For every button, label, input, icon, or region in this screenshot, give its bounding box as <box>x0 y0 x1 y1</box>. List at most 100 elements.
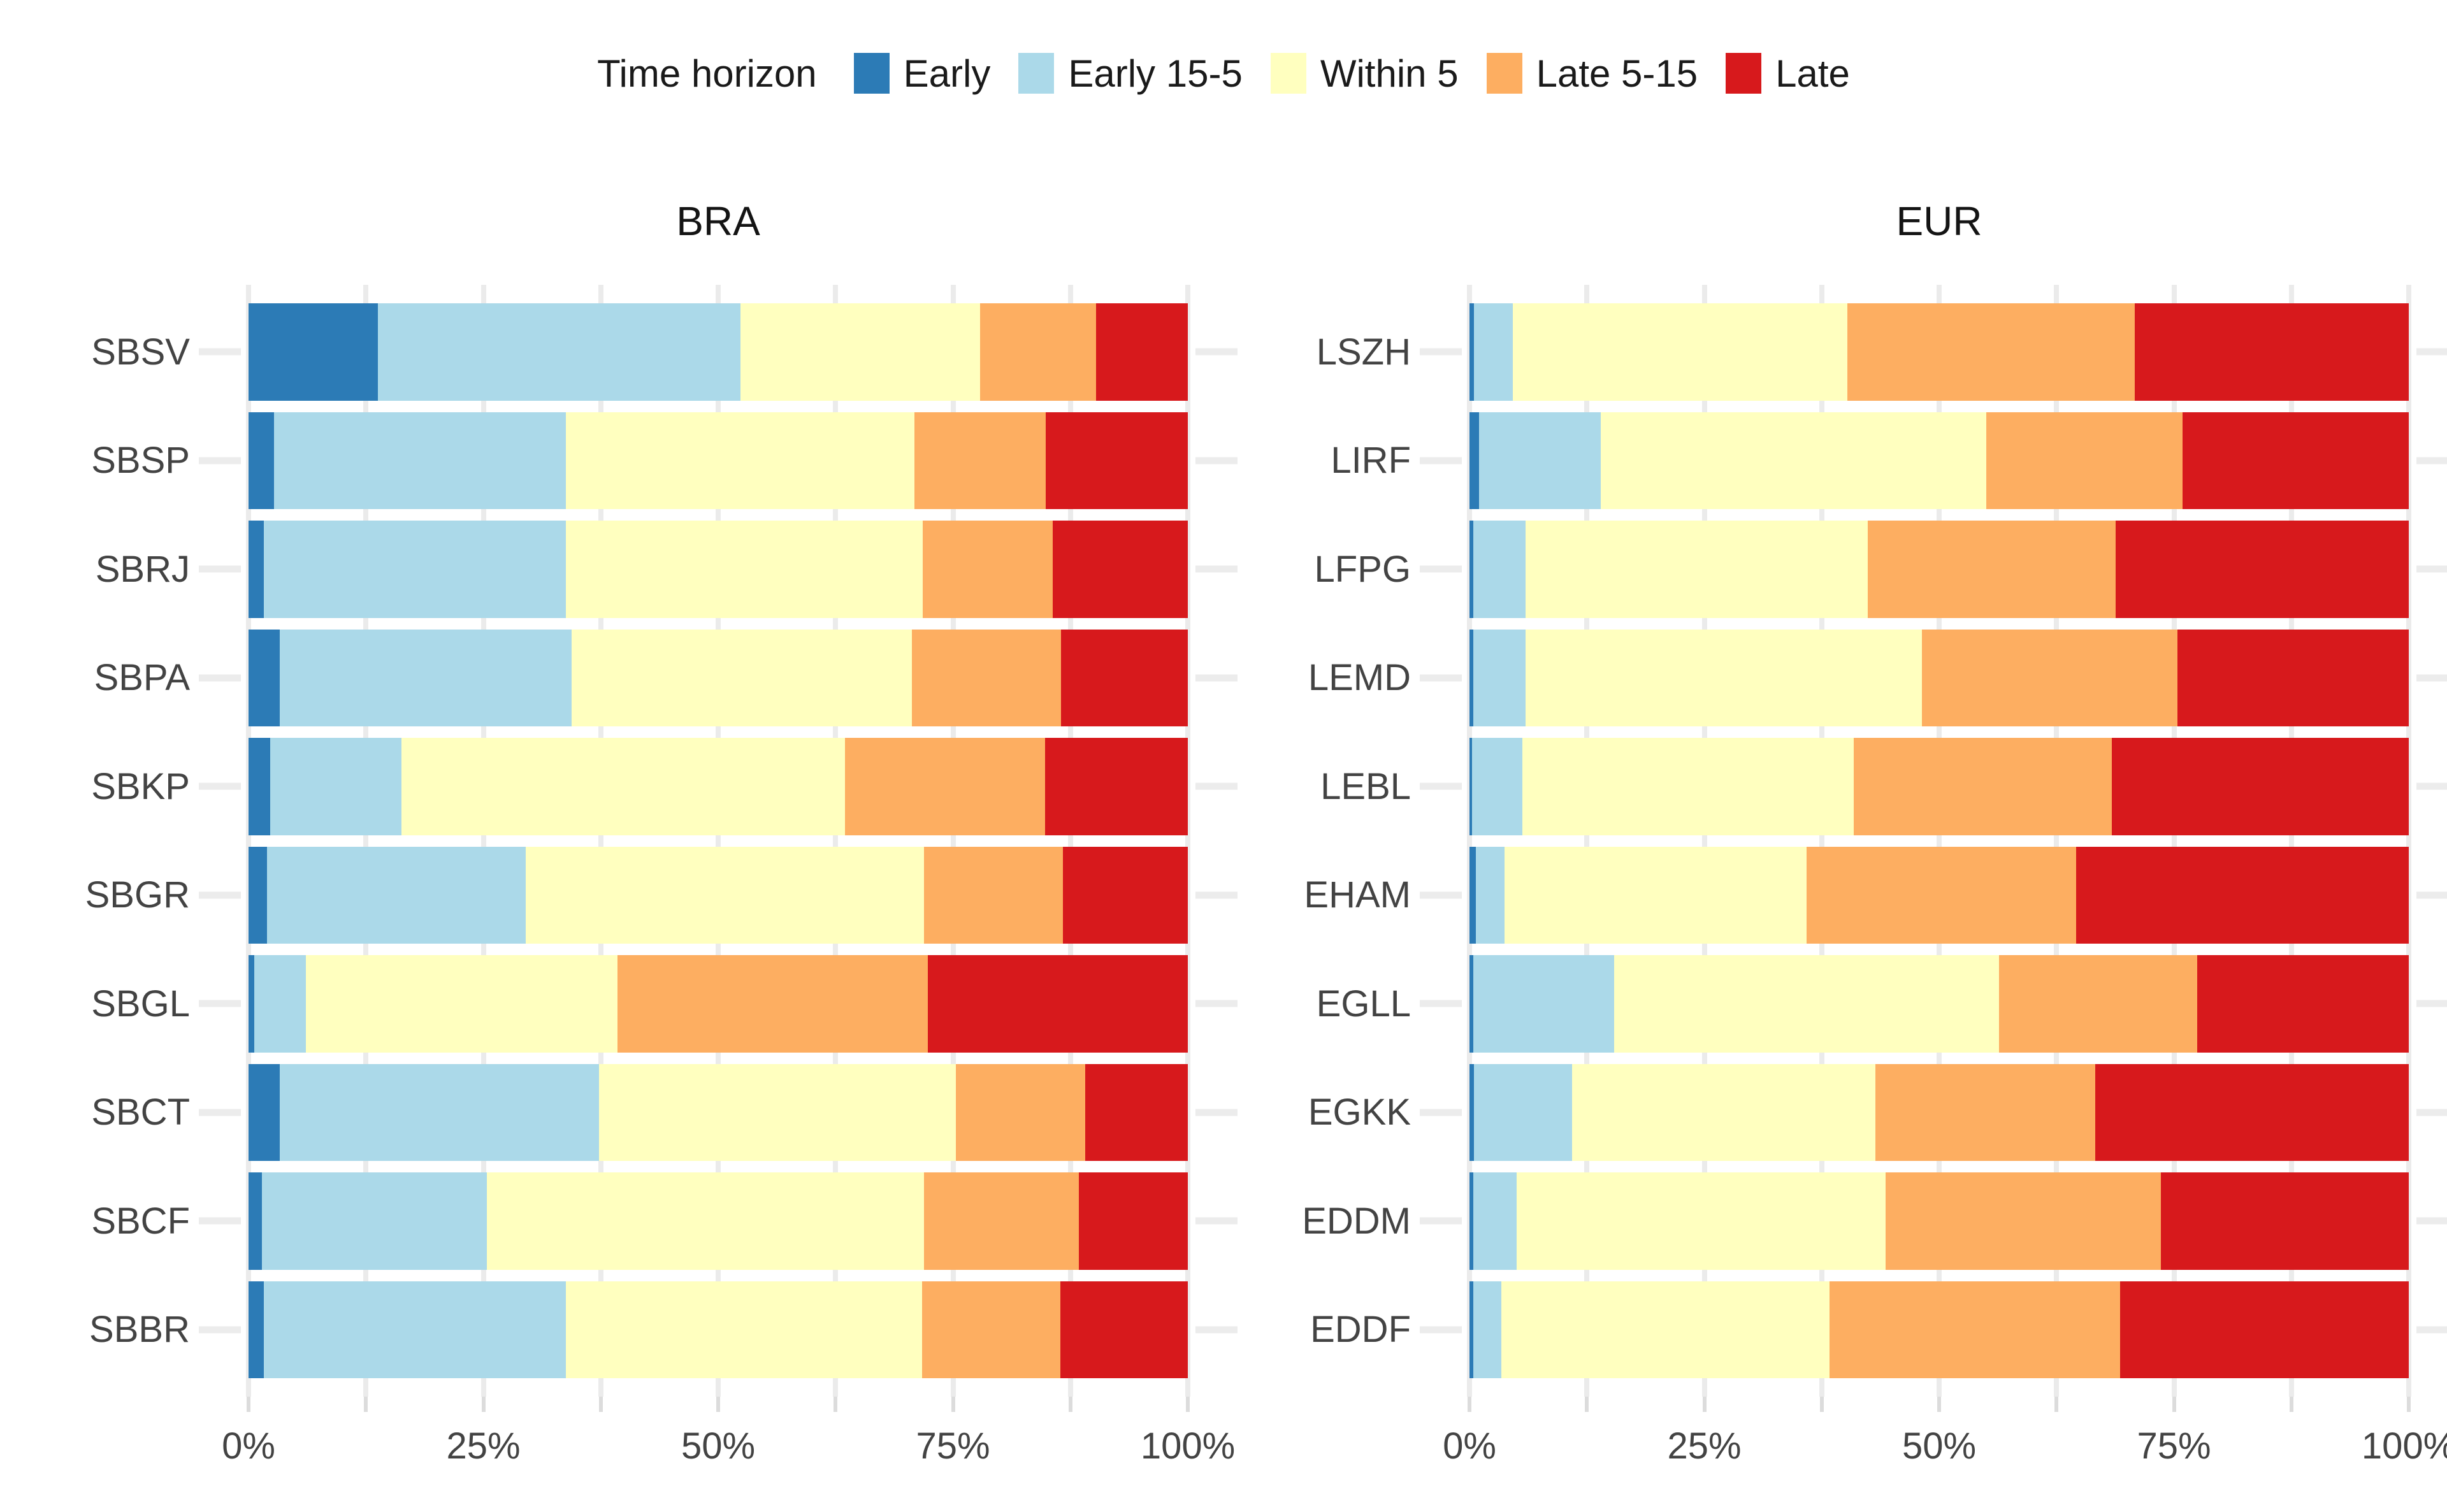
bar-segment-early-15-5 <box>378 303 741 401</box>
y-tick-right <box>2416 674 2447 682</box>
bar-segment-within-5 <box>1516 1172 1886 1270</box>
gridline <box>1819 285 1824 1397</box>
gridline <box>1067 285 1073 1397</box>
bar-segment-within-5 <box>598 1063 956 1161</box>
bar-row-egkk <box>1420 1058 2447 1167</box>
bar-segment-early-15-5 <box>1473 955 1614 1053</box>
bar-segment-late-5-15 <box>1986 412 2183 509</box>
y-tick-left <box>1420 891 1462 899</box>
bar-row-sbct <box>199 1058 1238 1167</box>
bar-segment-early <box>249 1281 264 1378</box>
bar-segment-late <box>1046 412 1188 509</box>
y-tick-left <box>1420 457 1462 464</box>
y-tick-left <box>199 782 241 790</box>
gridline <box>1584 285 1590 1397</box>
y-tick-left <box>1420 782 1462 790</box>
y-tick-right <box>2416 782 2447 790</box>
bar-segment-within-5 <box>566 1281 922 1378</box>
stacked-bar-sbkp <box>249 738 1188 835</box>
bar-segment-early-15-5 <box>1473 1172 1517 1270</box>
y-axis-label-sbpa: SBPA <box>94 657 190 699</box>
bar-segment-early <box>249 629 280 726</box>
y-tick-right <box>2416 891 2447 899</box>
bar-segment-late <box>2116 521 2409 618</box>
y-axis-label-sbcf: SBCF <box>91 1200 190 1242</box>
x-axis-eur: 0% 25% 50% 75% 100% <box>1443 1397 2447 1476</box>
bar-segment-within-5 <box>1504 846 1807 944</box>
legend-item-late: Late <box>1726 52 1850 96</box>
y-tick-right <box>1195 1109 1238 1116</box>
bar-segment-early <box>249 738 270 835</box>
bar-segment-early <box>1469 521 1473 618</box>
y-tick-right <box>2416 348 2447 356</box>
y-tick-right <box>2416 565 2447 573</box>
x-axis-tick <box>834 1397 838 1412</box>
y-axis-label-sbgr: SBGR <box>85 874 190 916</box>
bar-row-lszh <box>1420 298 2447 407</box>
bar-segment-early-15-5 <box>1476 846 1505 944</box>
stacked-bar-sbsp <box>249 412 1188 509</box>
y-tick-left <box>199 348 241 356</box>
y-axis-label-lszh: LSZH <box>1316 331 1411 373</box>
gridline <box>2054 285 2060 1397</box>
bar-segment-within-5 <box>1526 521 1868 618</box>
plot-wrap-eur: 0% 25% 50% 75% 100% <box>1420 285 2447 1476</box>
panel-title-bra: BRA <box>676 198 760 244</box>
bar-segment-late-5-15 <box>923 1172 1079 1270</box>
bar-segment-early-15-5 <box>1474 1063 1572 1161</box>
x-axis-tick <box>1186 1397 1190 1412</box>
stacked-bar-sbgl <box>249 955 1188 1053</box>
y-axis-labels-bra: SBSV SBSP SBRJ SBPA SBKP SBGR SBGL SBCT SBCF SBBR <box>38 285 249 1397</box>
panel-body-eur: LSZH LIRF LFPG LEMD LEBL EHAM EGLL EGKK EDDM EDDF… <box>1259 285 2447 1476</box>
panel-eur: EUR LSZH LIRF LFPG LEMD LEBL EHAM EGLL EGKK EDDM… <box>1259 194 2447 1476</box>
legend-item-late-5-15: Late 5-15 <box>1486 52 1698 96</box>
bar-segment-late-5-15 <box>844 738 1045 835</box>
bar-segment-late <box>1060 629 1188 726</box>
x-axis-tick-label: 100% <box>2361 1425 2447 1467</box>
bar-row-eddf <box>1420 1276 2447 1385</box>
y-tick-right <box>2416 1109 2447 1116</box>
legend-swatch-icon <box>1270 53 1306 94</box>
bar-segment-early-15-5 <box>267 846 526 944</box>
x-axis-tick-label: 50% <box>681 1425 756 1467</box>
stacked-bar-lemd <box>1469 629 2409 726</box>
bar-segment-early-15-5 <box>273 412 567 509</box>
y-axis-label-eddf: EDDF <box>1310 1309 1411 1351</box>
bar-segment-early <box>249 303 379 401</box>
stacked-bar-sbpa <box>249 629 1188 726</box>
stacked-bar-egkk <box>1469 1063 2409 1161</box>
bar-row-sbbr <box>199 1276 1238 1385</box>
y-tick-left <box>1420 1000 1462 1007</box>
bar-segment-early <box>1469 955 1473 1053</box>
panel-bra: BRA SBSV SBSP SBRJ SBPA SBKP SBGR SBGL SBCT SBCF… <box>38 194 1238 1476</box>
bar-segment-early-15-5 <box>1473 1281 1502 1378</box>
y-tick-right <box>2416 457 2447 464</box>
y-tick-left <box>199 891 241 899</box>
bar-segment-late <box>1062 846 1188 944</box>
legend-item-within-5: Within 5 <box>1270 52 1459 96</box>
y-axis-label-sbgl: SBGL <box>91 983 190 1025</box>
gridline <box>1185 285 1190 1397</box>
y-tick-left <box>199 1109 241 1116</box>
bar-segment-within-5 <box>740 303 981 401</box>
bar-row-eddm <box>1420 1167 2447 1276</box>
stacked-bar-sbcf <box>249 1172 1188 1270</box>
y-tick-right <box>2416 1217 2447 1225</box>
bar-segment-late-5-15 <box>1829 1281 2121 1378</box>
bar-segment-early <box>1469 303 1475 401</box>
plot-area-bra <box>199 285 1238 1397</box>
gridline <box>2406 285 2411 1397</box>
x-axis-tick <box>598 1397 603 1412</box>
x-axis-bra: 0% 25% 50% 75% 100% <box>222 1397 1235 1476</box>
x-axis-tick <box>481 1397 486 1412</box>
bar-row-lfpg <box>1420 515 2447 624</box>
bar-segment-late <box>1044 738 1188 835</box>
gridline <box>716 285 721 1397</box>
bar-segment-early-15-5 <box>1478 412 1601 509</box>
legend-item-label: Early 15-5 <box>1068 52 1243 95</box>
bar-segment-late <box>2120 1281 2409 1378</box>
bar-segment-early-15-5 <box>279 629 572 726</box>
gridline <box>363 285 369 1397</box>
stacked-bar-lszh <box>1469 303 2409 401</box>
x-axis-tick <box>1937 1397 1941 1412</box>
